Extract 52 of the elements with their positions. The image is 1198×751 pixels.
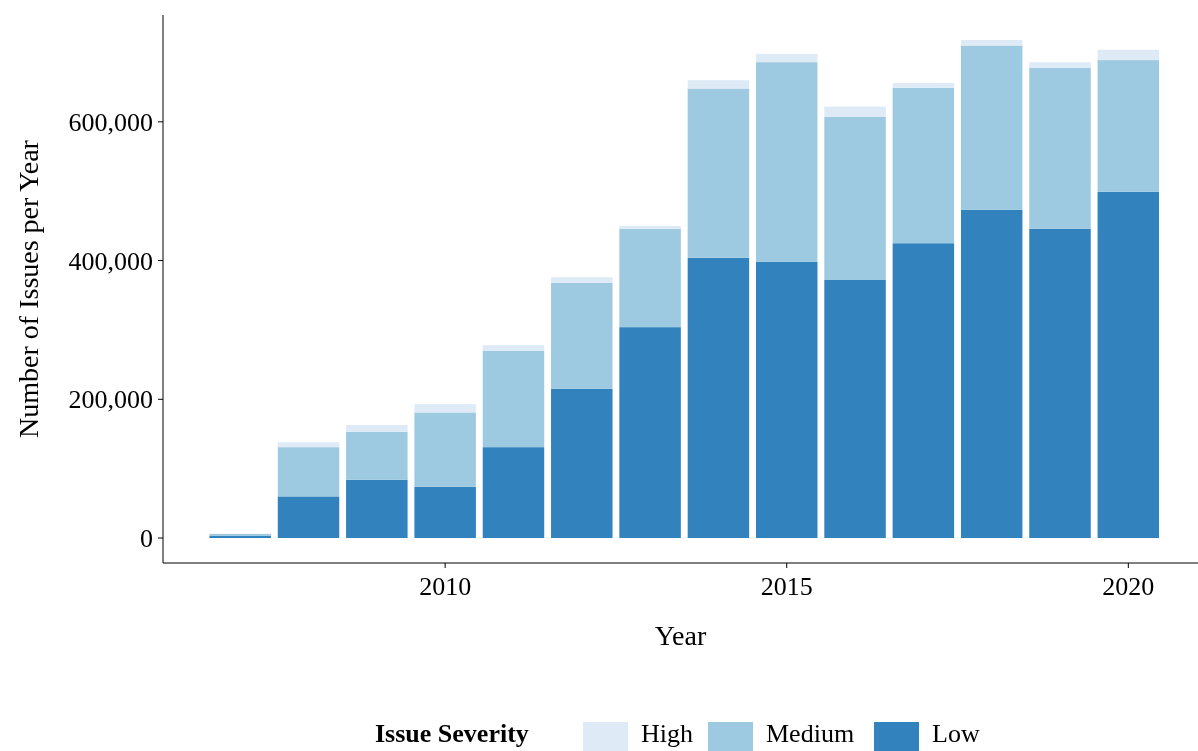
bar	[892, 87, 955, 244]
bar	[687, 80, 750, 89]
legend-title: Issue Severity	[375, 719, 529, 748]
bar	[687, 88, 750, 258]
bar	[1029, 67, 1091, 229]
bar	[892, 243, 955, 539]
bar	[414, 404, 476, 413]
bar	[482, 447, 545, 539]
bar	[619, 228, 681, 328]
bar	[824, 106, 886, 117]
bar	[960, 209, 1023, 539]
bar	[755, 261, 818, 539]
bar	[482, 350, 545, 448]
bar	[551, 282, 613, 389]
bar	[755, 62, 818, 262]
bar	[551, 277, 613, 283]
x-tick-label: 2020	[1102, 572, 1155, 601]
bar	[1097, 60, 1160, 192]
bar	[551, 388, 613, 539]
y-tick-label: 200,000	[68, 385, 153, 415]
y-axis-title: Number of Issues per Year	[13, 139, 44, 438]
x-tick-label: 2015	[760, 572, 813, 601]
bar	[824, 279, 886, 539]
bar	[1029, 62, 1091, 68]
bar	[277, 442, 340, 448]
y-tick-label: 600,000	[68, 107, 153, 137]
bar	[414, 412, 476, 487]
bar	[277, 447, 340, 497]
x-tick-label: 2010	[419, 572, 472, 601]
bar	[960, 39, 1023, 46]
bar	[892, 82, 955, 88]
bar	[482, 345, 545, 351]
bar	[1097, 191, 1160, 539]
bar	[346, 479, 408, 539]
bar	[277, 496, 340, 539]
bar	[960, 45, 1023, 210]
legend-label: High	[641, 719, 693, 748]
y-tick-label: 0	[140, 524, 153, 554]
bar	[346, 431, 408, 480]
bar	[414, 486, 476, 539]
bar	[824, 116, 886, 280]
bar	[1097, 49, 1160, 61]
bar	[619, 225, 681, 229]
bar	[346, 424, 408, 432]
bar	[755, 53, 818, 63]
bar	[687, 257, 750, 539]
y-tick-label: 400,000	[68, 246, 153, 276]
bar	[1029, 228, 1091, 539]
legend-label: Medium	[766, 719, 855, 748]
legend-label: Low	[932, 719, 980, 748]
bar	[619, 327, 681, 539]
x-axis-title: Year	[654, 620, 707, 651]
